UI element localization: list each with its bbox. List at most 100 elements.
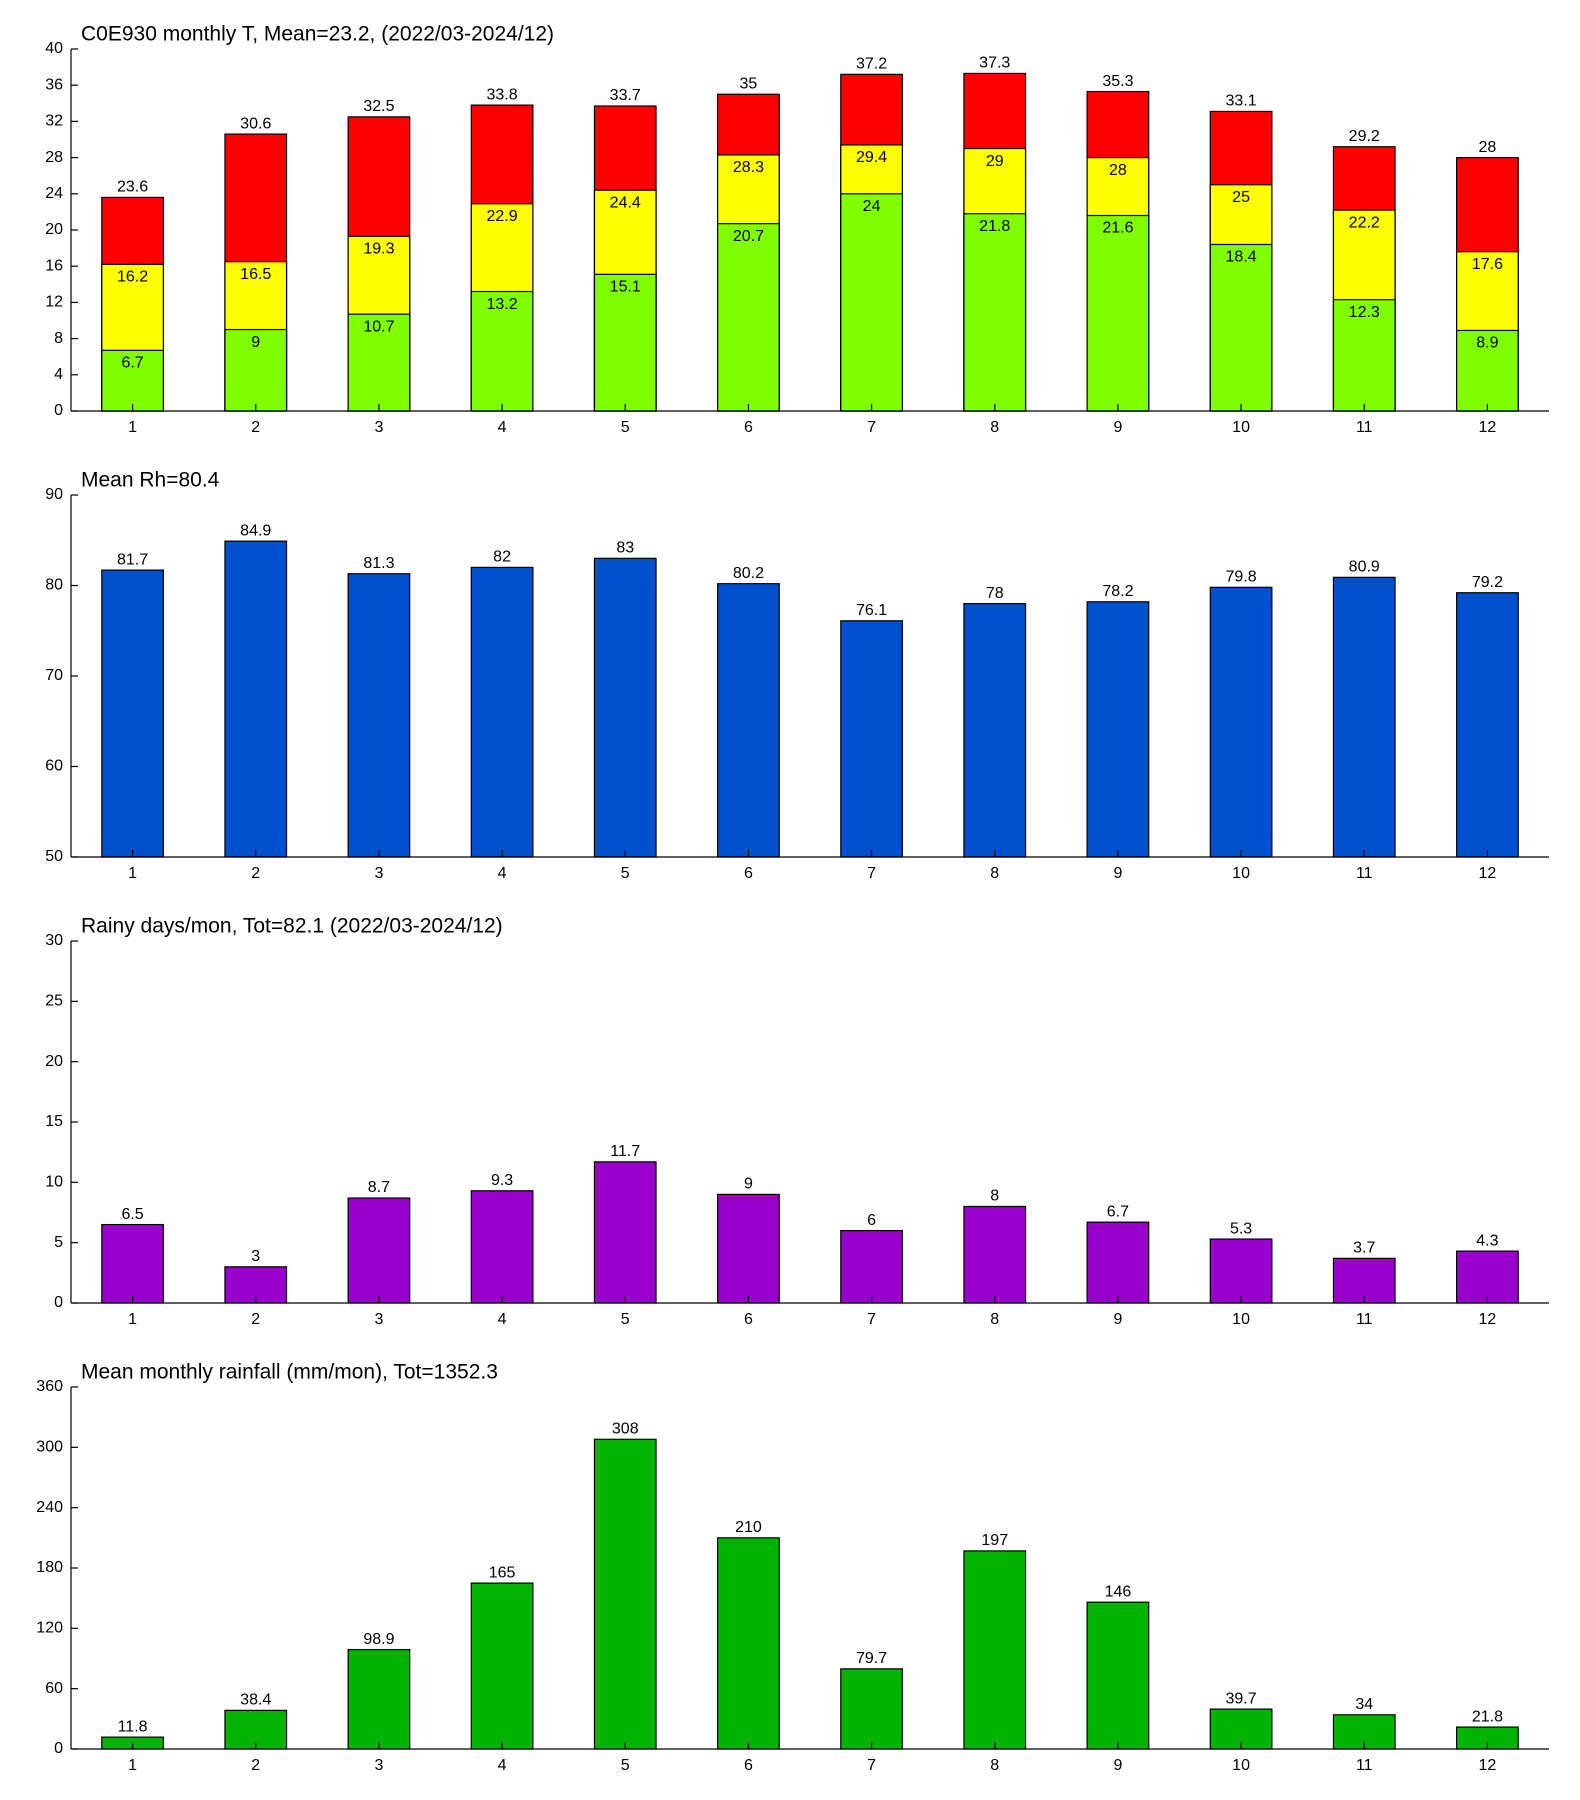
data-label: 78.2 (1102, 583, 1133, 600)
data-label: 30.6 (240, 115, 271, 132)
x-tick-label: 4 (498, 1311, 507, 1328)
data-label: 16.2 (117, 269, 148, 286)
bar (717, 583, 780, 858)
data-label: 11.7 (610, 1143, 640, 1160)
x-tick-label: 2 (251, 1311, 260, 1328)
bar (840, 1229, 903, 1304)
data-label: 25 (1232, 189, 1250, 206)
chart-title: Mean Rh=80.4 (81, 469, 220, 492)
data-label: 28 (1109, 162, 1127, 179)
data-label: 79.7 (856, 1650, 887, 1667)
data-label: 35 (740, 75, 758, 92)
chart-title: C0E930 monthly T, Mean=23.2, (2022/03-20… (81, 23, 554, 46)
data-label: 24.4 (610, 194, 641, 211)
y-tick-label: 30 (45, 932, 63, 949)
bar (963, 1205, 1027, 1304)
x-tick-label: 1 (128, 865, 137, 882)
bar (470, 1190, 534, 1304)
bar (1332, 1257, 1396, 1304)
bar (470, 290, 534, 412)
y-tick-label: 12 (45, 294, 63, 311)
data-label: 22.9 (487, 208, 518, 225)
x-tick-label: 8 (990, 1757, 999, 1774)
y-tick-label: 10 (45, 1174, 63, 1191)
x-tick-label: 1 (128, 1311, 137, 1328)
data-label: 308 (612, 1421, 639, 1438)
x-tick-label: 1 (128, 1757, 137, 1774)
bar (347, 573, 411, 858)
bar (1332, 576, 1396, 858)
bar (1456, 592, 1519, 858)
x-tick-label: 9 (1113, 1757, 1122, 1774)
x-tick-label: 12 (1479, 419, 1497, 436)
data-label: 3.7 (1353, 1240, 1375, 1257)
data-label: 16.5 (240, 266, 271, 283)
data-label: 10.7 (363, 318, 394, 335)
data-label: 21.8 (979, 218, 1010, 235)
data-label: 8 (990, 1188, 999, 1205)
x-tick-label: 8 (990, 1311, 999, 1328)
x-tick-label: 3 (374, 1311, 383, 1328)
data-label: 20.7 (733, 228, 764, 245)
y-tick-label: 8 (54, 330, 63, 347)
data-label: 81.3 (363, 555, 394, 572)
bar (470, 566, 534, 858)
data-label: 3 (251, 1248, 260, 1265)
data-label: 34 (1355, 1696, 1373, 1713)
data-label: 11.8 (118, 1718, 148, 1735)
data-label: 28 (1479, 139, 1497, 156)
y-tick-label: 28 (45, 149, 63, 166)
data-label: 37.3 (979, 55, 1010, 72)
data-label: 33.8 (487, 86, 518, 103)
x-tick-label: 9 (1113, 1311, 1122, 1328)
bar (840, 620, 903, 858)
y-tick-label: 90 (45, 486, 63, 503)
data-label: 81.7 (117, 551, 148, 568)
y-tick-label: 0 (54, 1740, 63, 1757)
data-label: 82 (493, 549, 511, 566)
data-label: 39.7 (1226, 1690, 1257, 1707)
bar (1209, 1708, 1273, 1750)
x-tick-label: 7 (867, 1757, 876, 1774)
bar (347, 1648, 411, 1750)
data-label: 6 (867, 1212, 876, 1229)
data-label: 4.3 (1476, 1232, 1498, 1249)
x-tick-label: 3 (374, 1757, 383, 1774)
x-tick-label: 5 (621, 1757, 630, 1774)
x-tick-label: 4 (498, 419, 507, 436)
data-label: 29.2 (1349, 128, 1380, 145)
data-label: 29 (986, 153, 1004, 170)
x-tick-label: 11 (1356, 1757, 1373, 1774)
data-label: 165 (489, 1564, 516, 1581)
data-label: 28.3 (733, 159, 764, 176)
data-label: 80.9 (1349, 559, 1380, 576)
data-label: 33.7 (610, 87, 641, 104)
y-tick-label: 60 (45, 758, 63, 775)
x-tick-label: 8 (990, 865, 999, 882)
y-tick-label: 70 (45, 667, 63, 684)
data-label: 9.3 (491, 1172, 513, 1189)
data-label: 38.4 (240, 1692, 271, 1709)
data-label: 79.2 (1472, 574, 1503, 591)
y-tick-label: 25 (45, 993, 63, 1010)
data-label: 210 (735, 1519, 762, 1536)
data-label: 21.6 (1102, 220, 1133, 237)
bar (1086, 601, 1150, 858)
x-tick-label: 8 (990, 419, 999, 436)
x-tick-label: 12 (1479, 865, 1497, 882)
data-label: 84.9 (240, 522, 271, 539)
data-label: 17.6 (1472, 256, 1503, 273)
data-label: 98.9 (363, 1631, 394, 1648)
y-tick-label: 24 (45, 185, 63, 202)
data-label: 18.4 (1226, 249, 1257, 266)
x-tick-label: 5 (621, 1311, 630, 1328)
y-tick-label: 20 (45, 221, 63, 238)
bar (840, 1668, 903, 1750)
bar (1209, 243, 1273, 412)
bar (347, 313, 411, 412)
y-tick-label: 16 (45, 257, 63, 274)
x-tick-label: 5 (621, 865, 630, 882)
y-tick-label: 36 (45, 76, 63, 93)
data-label: 6.7 (1107, 1203, 1129, 1220)
